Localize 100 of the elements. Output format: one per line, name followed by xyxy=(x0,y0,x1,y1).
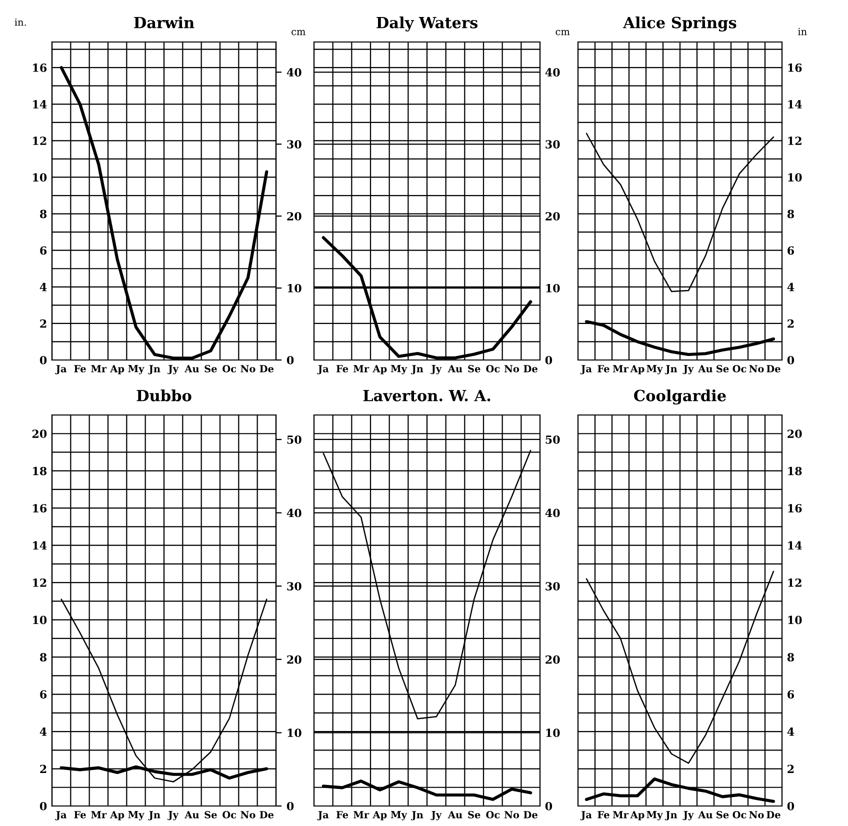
y-tick-label: 2 xyxy=(40,319,46,328)
x-tick-label: My xyxy=(128,365,144,374)
y-tick-label: 10 xyxy=(33,173,47,182)
x-tick-label: Oc xyxy=(486,811,500,818)
y2-tick-label: 14 xyxy=(788,541,802,550)
chart-title: Dubbo xyxy=(136,390,192,402)
x-tick-label: Oc xyxy=(222,811,236,818)
x-tick-label: Oc xyxy=(732,365,746,372)
x-tick-label: Jy xyxy=(682,811,694,820)
y2-tick-label: 30 xyxy=(287,582,302,590)
y2-tick-label: 20 xyxy=(546,212,560,220)
y-tick-label: 16 xyxy=(33,64,47,72)
x-tick-label: Ja xyxy=(55,811,67,820)
y2-tick-label: 50 xyxy=(546,435,560,444)
chart-title: Darwin xyxy=(134,16,194,28)
x-tick-label: De xyxy=(524,365,538,372)
y2-axis-title: in xyxy=(798,28,807,36)
x-tick-label: Jn xyxy=(148,811,160,820)
x-tick-label: Oc xyxy=(486,365,500,372)
x-tick-label: Ap xyxy=(372,365,387,374)
y-tick-label: 0 xyxy=(40,802,47,810)
x-tick-label: Mr xyxy=(612,811,629,818)
x-tick-label: Fe xyxy=(74,365,86,372)
x-tick-label: Fe xyxy=(598,811,610,818)
x-tick-label: Jy xyxy=(430,811,442,820)
y2-tick-label: 20 xyxy=(546,655,560,664)
chart-title: Daly Waters xyxy=(376,16,478,32)
x-tick-label: Au xyxy=(698,811,712,818)
x-tick-label: Se xyxy=(716,365,729,372)
y2-tick-label: 12 xyxy=(788,578,802,587)
y2-tick-label: 0 xyxy=(286,356,294,364)
x-tick-label: De xyxy=(260,365,274,372)
x-tick-label: Au xyxy=(184,811,199,818)
y-tick-label: 6 xyxy=(40,246,47,255)
y-tick-label: 12 xyxy=(33,136,46,145)
x-tick-label: Fe xyxy=(74,811,86,818)
y-tick-label: 18 xyxy=(33,466,47,476)
x-tick-label: Jy xyxy=(682,365,694,374)
x-tick-label: Jy xyxy=(167,365,179,374)
y2-tick-label: 30 xyxy=(546,582,560,590)
x-tick-label: De xyxy=(766,365,780,372)
y2-tick-label: 2 xyxy=(788,764,794,773)
y2-tick-label: 16 xyxy=(788,64,802,72)
x-tick-label: Mr xyxy=(612,365,629,372)
x-tick-label: Au xyxy=(698,365,712,372)
x-tick-label: Jn xyxy=(664,811,678,820)
y-tick-label: 14 xyxy=(33,100,47,108)
y2-tick-label: 0 xyxy=(787,356,794,364)
x-tick-label: Mr xyxy=(354,811,370,818)
x-tick-label: Se xyxy=(468,365,480,372)
x-tick-label: Ja xyxy=(317,365,329,374)
y2-tick-label: 50 xyxy=(287,435,302,444)
x-tick-label: Ja xyxy=(580,365,592,374)
y2-axis-title: cm xyxy=(556,30,570,36)
x-tick-label: My xyxy=(390,365,408,374)
y2-tick-label: 16 xyxy=(788,504,802,512)
y2-tick-label: 20 xyxy=(287,655,302,664)
y2-tick-label: 8 xyxy=(787,210,794,218)
x-tick-label: Au xyxy=(184,365,199,372)
y2-tick-label: 20 xyxy=(287,212,302,220)
x-tick-label: Fe xyxy=(336,365,348,372)
x-tick-label: No xyxy=(749,811,764,818)
x-tick-label: Jn xyxy=(664,365,678,374)
x-tick-label: Oc xyxy=(222,365,236,372)
x-tick-label: Ap xyxy=(110,811,124,820)
y2-tick-label: 8 xyxy=(787,653,794,662)
y-tick-label: 14 xyxy=(33,541,47,550)
y2-axis-title: cm xyxy=(292,30,306,36)
y2-tick-label: 40 xyxy=(545,508,560,518)
x-tick-label: Fe xyxy=(336,811,348,818)
y2-tick-label: 10 xyxy=(788,173,802,182)
y2-tick-label: 0 xyxy=(286,802,294,810)
x-tick-label: Ja xyxy=(317,811,329,820)
y2-tick-label: 0 xyxy=(787,802,794,810)
x-tick-label: Se xyxy=(468,811,480,818)
y2-tick-label: 40 xyxy=(545,68,560,77)
x-tick-label: Ap xyxy=(372,811,387,820)
y2-tick-label: 18 xyxy=(788,466,802,476)
y-tick-label: 12 xyxy=(33,578,46,587)
y2-tick-label: 10 xyxy=(546,728,560,738)
y2-tick-label: 10 xyxy=(546,284,560,292)
x-tick-label: Jy xyxy=(167,811,179,820)
y2-tick-label: 30 xyxy=(287,140,302,149)
x-tick-label: No xyxy=(240,365,256,372)
y2-tick-label: 30 xyxy=(546,140,560,149)
y-tick-label: 0 xyxy=(40,356,47,364)
x-tick-label: Jn xyxy=(411,365,424,374)
y2-tick-label: 14 xyxy=(788,100,802,108)
y2-tick-label: 10 xyxy=(288,284,302,292)
x-tick-label: Ap xyxy=(110,365,124,374)
chart-title: Coolgardie xyxy=(634,390,726,405)
y-tick-label: 8 xyxy=(40,653,47,662)
x-tick-label: No xyxy=(749,365,764,372)
x-tick-label: Au xyxy=(448,811,462,818)
y2-tick-label: 6 xyxy=(788,246,794,255)
chart-title: Laverton. W. A. xyxy=(363,390,490,402)
y-tick-label: 4 xyxy=(40,728,47,736)
y2-tick-label: 6 xyxy=(788,690,794,699)
x-tick-label: De xyxy=(766,811,780,818)
y-tick-label: 2 xyxy=(40,764,46,773)
